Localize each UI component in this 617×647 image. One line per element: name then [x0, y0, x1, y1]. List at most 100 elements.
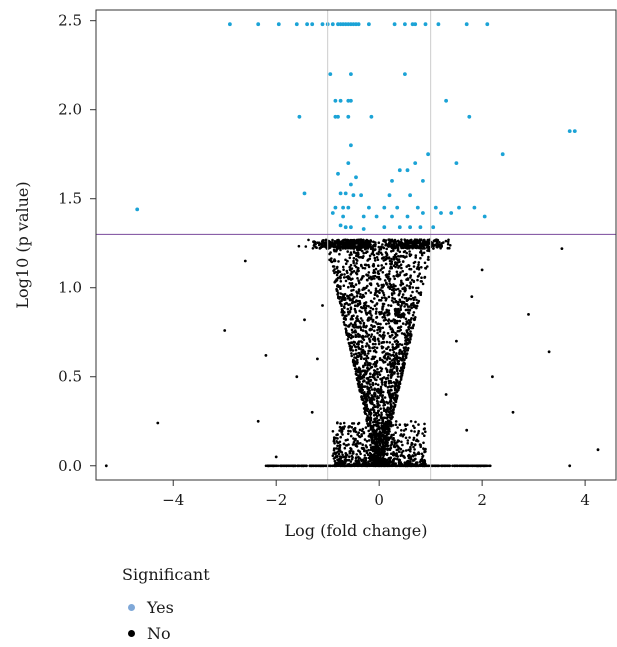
data-point-no [394, 333, 398, 336]
data-point-no [349, 434, 353, 438]
plot-frame [95, 9, 617, 481]
data-point-no [405, 296, 408, 300]
data-point-no [363, 396, 367, 400]
data-point-no [390, 443, 394, 446]
data-point-no [411, 442, 414, 446]
data-point-no [395, 309, 399, 313]
data-point-no [417, 266, 421, 270]
data-point-no [349, 430, 352, 433]
data-point-yes [444, 98, 448, 103]
data-point-yes [426, 152, 430, 157]
data-point-no [337, 441, 340, 445]
data-point-no [383, 422, 387, 425]
data-point-no [335, 447, 338, 450]
data-point-no [397, 386, 401, 390]
data-point-yes [351, 193, 356, 198]
data-point-no [376, 275, 379, 279]
data-point-no [362, 325, 365, 329]
data-point-no [396, 426, 399, 429]
data-point-no [426, 265, 429, 268]
data-point-no [340, 304, 343, 308]
y-tick-label: 1.5 [58, 190, 82, 208]
data-point-no [223, 329, 227, 332]
data-point-no [351, 349, 355, 352]
data-point-yes [408, 225, 412, 230]
data-point-no [366, 239, 370, 243]
data-point-no [385, 437, 389, 440]
data-point-no [369, 408, 373, 411]
data-point-no [362, 401, 365, 405]
data-point-no [419, 280, 423, 283]
data-point-yes [336, 114, 340, 119]
data-point-no [372, 414, 376, 417]
data-point-no [394, 383, 398, 387]
data-point-no [343, 425, 346, 428]
data-point-no [350, 335, 354, 338]
data-point-no [399, 284, 403, 287]
data-point-no [401, 354, 405, 358]
data-point-no [372, 446, 375, 449]
data-point-no [367, 352, 370, 355]
data-point-no [409, 420, 413, 423]
data-point-no [383, 334, 386, 337]
data-point-no [363, 362, 367, 365]
data-point-no [361, 275, 364, 278]
data-point-no [373, 435, 377, 438]
data-point-no [361, 337, 365, 340]
data-point-no [381, 450, 384, 454]
data-point-no [380, 369, 383, 373]
data-point-no [388, 341, 392, 344]
data-point-no [368, 310, 372, 313]
data-point-no [444, 239, 448, 243]
data-point-no [447, 238, 450, 242]
data-point-no [389, 446, 393, 450]
data-point-no [382, 331, 386, 334]
data-point-no [389, 398, 393, 402]
data-point-no [336, 293, 339, 296]
data-point-no [385, 440, 388, 443]
data-point-no [397, 303, 400, 307]
data-point-no [329, 244, 333, 248]
data-point-no [395, 378, 398, 382]
data-point-no [411, 296, 415, 300]
data-point-no [424, 430, 427, 434]
data-point-no [383, 453, 386, 456]
data-point-no [380, 391, 383, 394]
legend-marker-yes [128, 603, 135, 611]
data-point-no [337, 242, 341, 245]
data-point-no [354, 456, 358, 459]
data-point-no [354, 348, 358, 352]
data-point-no [339, 280, 343, 283]
data-point-yes [374, 214, 379, 219]
data-point-no [384, 380, 388, 384]
data-point-no [373, 392, 376, 396]
data-point-no [374, 287, 378, 291]
data-point-no [389, 265, 393, 268]
data-point-no [381, 424, 385, 428]
data-point-no [356, 248, 359, 252]
data-point-no [380, 413, 383, 417]
data-point-no [402, 346, 406, 350]
data-point-no [354, 352, 358, 356]
data-point-no [375, 399, 379, 403]
data-point-no [371, 430, 375, 433]
data-point-no [352, 256, 356, 260]
data-point-no [394, 398, 398, 402]
data-point-no [365, 419, 369, 423]
data-point-no [384, 352, 388, 356]
data-point-no [380, 439, 384, 443]
data-point-no [408, 253, 412, 256]
data-point-yes [349, 72, 353, 76]
data-point-yes [343, 191, 348, 196]
data-point-no [368, 464, 372, 468]
data-point-no [372, 410, 376, 414]
data-point-no [243, 259, 247, 263]
data-point-no [339, 464, 342, 468]
data-point-no [370, 357, 374, 361]
data-point-no [402, 454, 405, 458]
data-point-no [347, 429, 350, 433]
data-point-no [357, 340, 361, 343]
data-point-no [376, 367, 379, 371]
data-point-no [380, 421, 383, 425]
data-point-no [390, 424, 393, 428]
